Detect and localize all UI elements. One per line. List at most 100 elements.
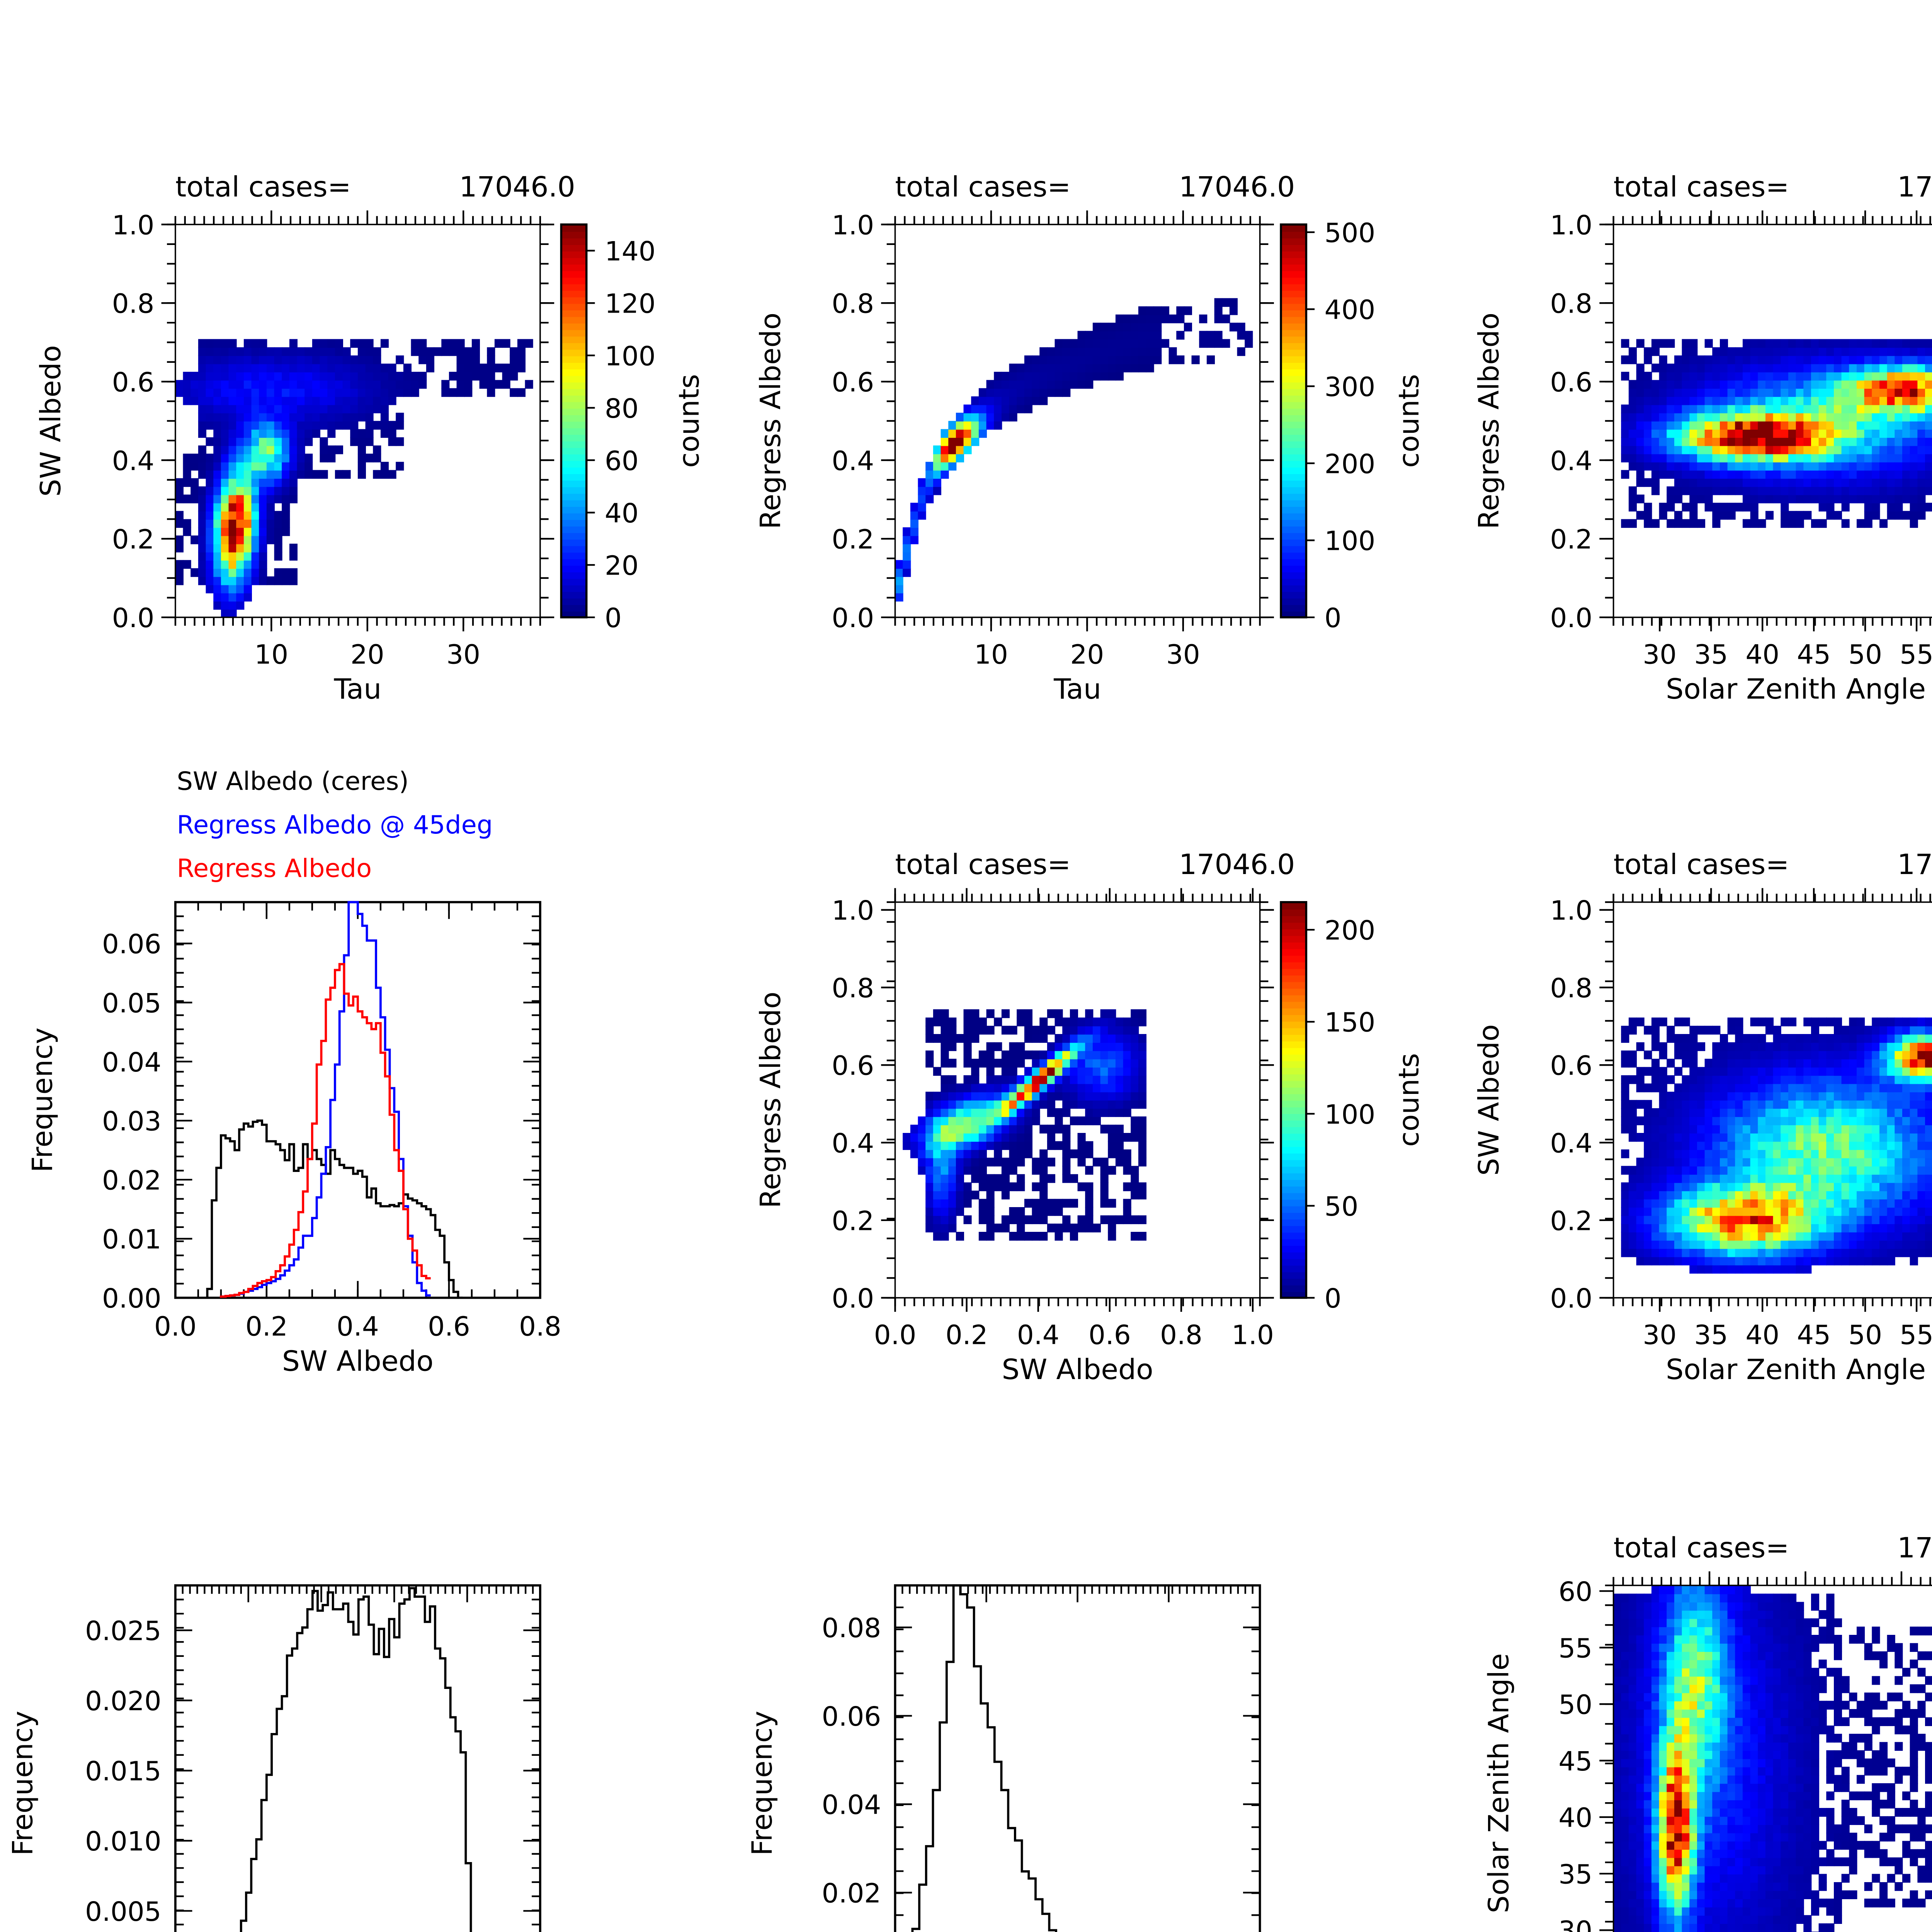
heatmap-cell bbox=[1628, 413, 1637, 422]
heatmap-cell bbox=[1659, 1256, 1667, 1265]
heatmap-cell bbox=[1674, 437, 1683, 446]
y-tick-label: 0.2 bbox=[832, 1206, 874, 1236]
heatmap-cell bbox=[1047, 1108, 1056, 1117]
colorbar-segment bbox=[1281, 1258, 1306, 1266]
heatmap-cell bbox=[1872, 1199, 1880, 1208]
heatmap-cell bbox=[1636, 1067, 1645, 1076]
heatmap-cell bbox=[426, 364, 435, 372]
heatmap-cell bbox=[1925, 1174, 1932, 1183]
heatmap-cell bbox=[1750, 1108, 1759, 1117]
heatmap-cell bbox=[1651, 413, 1660, 422]
heatmap-cell bbox=[925, 1141, 934, 1150]
heatmap-cell bbox=[1818, 1215, 1827, 1225]
heatmap-cell bbox=[956, 421, 964, 430]
heatmap-cell bbox=[1712, 454, 1721, 463]
heatmap-cell bbox=[1788, 1158, 1797, 1167]
heatmap-cell bbox=[1712, 429, 1721, 438]
heatmap-cell bbox=[1788, 1174, 1797, 1183]
heatmap-cell bbox=[1054, 388, 1063, 397]
heatmap-cell bbox=[1704, 413, 1713, 422]
heatmap-cell bbox=[1674, 1108, 1683, 1117]
x-tick-label: 0.8 bbox=[1160, 1320, 1202, 1350]
heatmap-cell bbox=[1902, 1075, 1911, 1084]
heatmap-cell bbox=[1887, 445, 1895, 454]
colorbar-segment bbox=[561, 224, 587, 232]
heatmap-cell bbox=[1727, 1215, 1736, 1225]
y-tick-label: 0.4 bbox=[1550, 1128, 1592, 1159]
heatmap-cell bbox=[1849, 372, 1857, 381]
heatmap-cell bbox=[1811, 413, 1820, 422]
heatmap-cell bbox=[1727, 511, 1736, 520]
heatmap-cell bbox=[1131, 323, 1139, 332]
heatmap-cell bbox=[1682, 1174, 1690, 1183]
heatmap-cell bbox=[994, 1116, 1002, 1126]
heatmap-cell bbox=[1644, 1182, 1652, 1191]
heatmap-cell bbox=[1735, 421, 1743, 430]
heatmap-cell bbox=[1872, 429, 1880, 438]
y-tick-label: 0.8 bbox=[832, 289, 874, 320]
colorbar-frame bbox=[1280, 901, 1308, 1299]
heatmap-cell bbox=[1765, 511, 1774, 520]
heatmap-cell bbox=[1872, 470, 1880, 479]
heatmap-cell bbox=[243, 568, 252, 577]
heatmap-cell bbox=[1062, 372, 1071, 381]
heatmap-cell bbox=[1917, 1240, 1926, 1249]
heatmap-cell bbox=[1621, 1116, 1629, 1126]
heatmap-cell bbox=[1887, 413, 1895, 422]
heatmap-cell bbox=[1108, 1009, 1116, 1018]
heatmap-cell bbox=[986, 413, 995, 422]
colorbar-segment bbox=[561, 296, 587, 304]
heatmap-cell bbox=[1910, 380, 1918, 389]
heatmap-cell bbox=[1864, 372, 1872, 381]
heatmap-cell bbox=[1697, 462, 1706, 471]
heatmap-cell bbox=[948, 1133, 957, 1142]
heatmap-cell bbox=[1895, 445, 1903, 454]
colorbar-segment bbox=[1281, 1265, 1306, 1272]
heatmap-cell bbox=[1085, 331, 1094, 340]
heatmap-cell bbox=[251, 396, 260, 405]
heatmap-cell bbox=[971, 1158, 980, 1167]
heatmap-cell bbox=[986, 1182, 995, 1191]
heatmap-cell bbox=[1689, 1240, 1698, 1249]
heatmap-cell bbox=[297, 429, 305, 438]
heatmap-cell bbox=[1704, 1182, 1713, 1191]
heatmap-cell bbox=[1811, 1017, 1820, 1027]
heatmap-cell bbox=[1131, 1050, 1139, 1060]
heatmap-cell bbox=[206, 404, 214, 413]
heatmap-cell bbox=[1902, 1050, 1911, 1060]
heatmap-cell bbox=[1742, 462, 1751, 471]
heatmap-cell bbox=[1138, 1149, 1147, 1158]
heatmap-cell bbox=[1682, 1223, 1690, 1233]
heatmap-cell bbox=[266, 535, 275, 544]
heatmap-cell bbox=[994, 1141, 1002, 1150]
heatmap-cell bbox=[1100, 1067, 1109, 1076]
heatmap-cell bbox=[1872, 404, 1880, 413]
heatmap-cell bbox=[259, 445, 267, 454]
heatmap-cell bbox=[1811, 1231, 1820, 1241]
heatmap-cell bbox=[1849, 445, 1857, 454]
heatmap-cell bbox=[1108, 1017, 1116, 1027]
heatmap-cell bbox=[1621, 1199, 1629, 1208]
heatmap-cell bbox=[1902, 445, 1911, 454]
heatmap-cell bbox=[243, 413, 252, 422]
heatmap-cell bbox=[994, 1149, 1002, 1158]
heatmap-cell bbox=[228, 454, 237, 463]
heatmap-cell bbox=[1773, 347, 1781, 356]
heatmap-cell bbox=[1818, 1240, 1827, 1249]
heatmap-cell bbox=[1138, 323, 1147, 332]
heatmap-cell bbox=[1659, 1108, 1667, 1117]
heatmap-cell bbox=[1902, 421, 1911, 430]
heatmap-cell bbox=[1719, 421, 1728, 430]
heatmap-cell bbox=[1689, 413, 1698, 422]
heatmap-cell bbox=[1887, 355, 1895, 364]
heatmap-cell bbox=[228, 527, 237, 536]
heatmap-cell bbox=[1184, 306, 1192, 315]
heatmap-cell bbox=[1138, 1190, 1147, 1200]
heatmap-cell bbox=[1758, 1141, 1766, 1150]
heatmap-cell bbox=[963, 1133, 972, 1142]
heatmap-cell bbox=[986, 1190, 995, 1200]
colorbar-segment bbox=[1281, 902, 1306, 910]
heatmap-cell bbox=[1659, 380, 1667, 389]
heatmap-cell bbox=[1682, 429, 1690, 438]
heatmap-cell bbox=[1895, 454, 1903, 463]
